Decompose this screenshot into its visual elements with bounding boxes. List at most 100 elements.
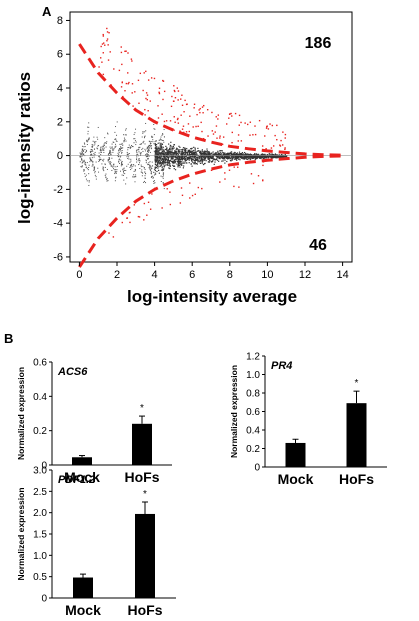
- ma-point: [154, 174, 156, 176]
- ma-point: [239, 159, 241, 161]
- ma-point: [243, 156, 246, 158]
- ma-point: [143, 167, 145, 169]
- ma-point: [178, 156, 181, 158]
- ma-point: [223, 153, 225, 155]
- ma-point: [192, 151, 194, 153]
- ma-point: [164, 161, 166, 163]
- ma-point: [172, 165, 175, 167]
- ma-point: [149, 146, 151, 148]
- ma-point: [284, 153, 286, 156]
- ma-point: [255, 156, 258, 158]
- ma-point: [104, 166, 106, 168]
- ma-point-significant: [146, 214, 148, 216]
- ma-point: [162, 161, 164, 163]
- ma-point: [262, 157, 265, 160]
- ma-point-significant: [279, 144, 281, 146]
- ma-point: [96, 147, 98, 149]
- ma-point-significant: [169, 203, 172, 206]
- ma-point: [114, 131, 116, 133]
- ma-point: [136, 161, 138, 163]
- ma-point: [155, 158, 157, 160]
- ma-point-significant: [133, 204, 136, 206]
- acs6-category-label: Mock: [64, 469, 100, 485]
- ma-point: [230, 152, 232, 155]
- ma-point: [122, 168, 124, 170]
- ma-point: [93, 144, 95, 146]
- ma-point: [193, 154, 195, 156]
- ma-point: [173, 159, 175, 161]
- ma-point: [157, 147, 159, 149]
- ma-point: [139, 143, 141, 145]
- ma-point: [169, 165, 172, 167]
- ma-point: [233, 158, 235, 160]
- ma-point: [158, 142, 160, 144]
- ma-point: [156, 149, 158, 151]
- ma-point: [161, 147, 163, 150]
- ma-point: [82, 148, 84, 150]
- ma-point: [223, 158, 226, 160]
- ma-point-significant: [120, 86, 123, 88]
- ma-point: [196, 156, 199, 159]
- ma-point: [132, 175, 134, 177]
- ma-point: [101, 146, 103, 148]
- ma-point: [101, 148, 103, 150]
- ma-point: [138, 162, 140, 164]
- ma-point: [150, 170, 152, 172]
- ma-point: [277, 156, 279, 158]
- ma-point: [159, 143, 161, 145]
- ma-point-significant: [181, 194, 184, 197]
- ma-point: [170, 141, 172, 143]
- ma-point: [140, 164, 142, 166]
- ma-point: [254, 157, 257, 159]
- ma-point: [119, 149, 121, 151]
- ma-point: [79, 152, 81, 154]
- ma-point: [140, 171, 142, 173]
- ma-point-significant: [177, 90, 180, 92]
- ma-point: [121, 142, 123, 144]
- ma-point: [202, 158, 204, 160]
- ma-point-significant: [240, 140, 243, 142]
- ma-point-significant: [120, 51, 123, 54]
- ma-point: [174, 151, 176, 153]
- ma-point: [177, 165, 179, 167]
- ma-point: [227, 152, 229, 154]
- ma-point: [115, 166, 117, 168]
- ma-point: [181, 156, 183, 159]
- ma-point: [158, 151, 160, 153]
- ma-point: [126, 156, 128, 158]
- ma-point: [190, 152, 193, 154]
- ma-point: [130, 169, 132, 171]
- ma-point: [163, 188, 165, 190]
- pr4-y-tick-label: 0: [254, 463, 260, 474]
- ma-point: [203, 159, 206, 161]
- ma-point: [253, 155, 255, 157]
- ma-point-significant: [130, 58, 133, 60]
- ma-point-significant: [234, 112, 237, 115]
- ma-point-significant: [185, 131, 188, 133]
- ma-point: [201, 158, 203, 160]
- ma-point: [184, 152, 186, 154]
- ma-point-significant: [158, 92, 161, 95]
- ma-point: [172, 160, 174, 162]
- ma-point-significant: [276, 124, 278, 127]
- ma-point: [192, 152, 194, 154]
- ma-point: [154, 141, 156, 143]
- ma-point: [168, 167, 170, 169]
- ma-point: [232, 157, 235, 159]
- ma-point: [93, 168, 95, 170]
- ma-point: [283, 156, 285, 158]
- ma-point: [79, 155, 81, 157]
- acs6-gene-label: ACS6: [57, 366, 88, 378]
- ma-point-significant: [228, 117, 230, 119]
- ma-point: [188, 151, 190, 153]
- ma-point: [154, 182, 156, 184]
- ma-point: [112, 151, 114, 153]
- ma-point: [109, 149, 111, 151]
- ma-point: [217, 152, 220, 154]
- ma-point: [245, 157, 247, 159]
- pdf12-category-label: HoFs: [128, 602, 163, 618]
- ma-point: [191, 153, 193, 155]
- ma-point: [83, 159, 85, 161]
- ma-point: [105, 173, 107, 175]
- pr4-y-tick-label: 0.8: [246, 389, 260, 400]
